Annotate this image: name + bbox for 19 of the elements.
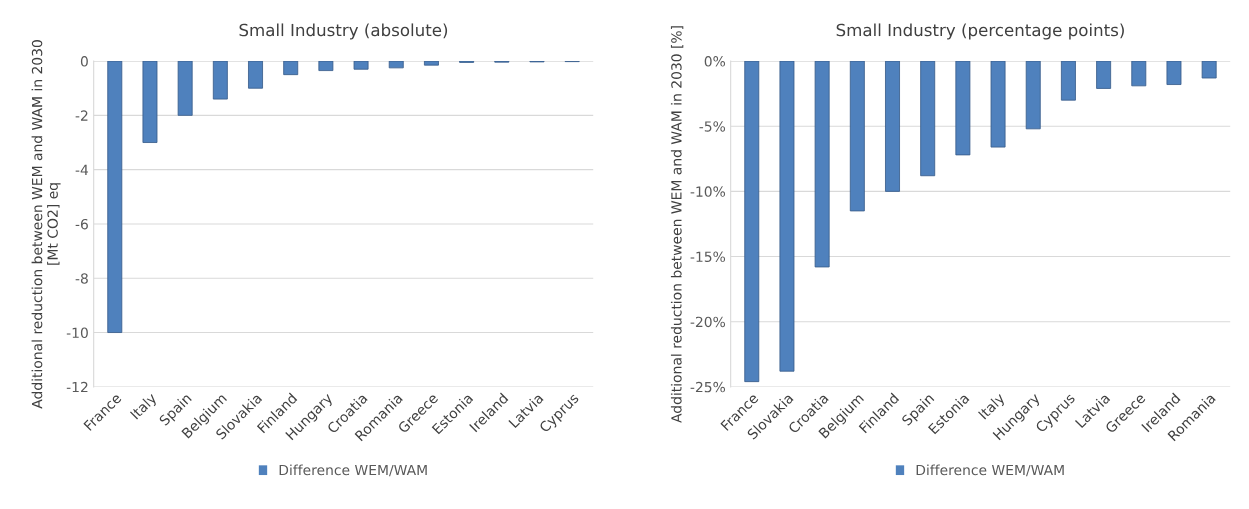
- y-tick-label: -12: [66, 381, 88, 393]
- legend-label: Difference WEM/WAM: [916, 464, 1064, 477]
- y-axis-title: Additional reduction between WEM and WAM in 2030 [Mt CO2] eq: [31, 40, 61, 409]
- y-tick-label: -8: [75, 273, 88, 284]
- y-tick-label: -2: [75, 110, 88, 121]
- y-axis-title: Additional reduction between WEM and WAM in 2030 [%]: [670, 26, 684, 423]
- y-tick-label: 0%: [704, 56, 726, 67]
- y-tick-label: 0: [80, 56, 88, 67]
- y-tick-label: -10: [66, 327, 88, 339]
- legend-label: Difference WEM/WAM: [279, 464, 427, 477]
- y-tick-label: -5%: [699, 121, 726, 132]
- y-tick-label: -6: [75, 218, 88, 230]
- y-tick-label: -20%: [690, 316, 726, 328]
- y-tick-label: -4: [75, 164, 89, 175]
- y-tick-label: -10%: [690, 186, 726, 197]
- chart-title: Small Industry (absolute): [239, 23, 448, 40]
- chart-title: Small Industry (percentage points): [836, 23, 1124, 40]
- y-tick-label: -25%: [690, 381, 726, 393]
- y-tick-label: -15%: [690, 251, 726, 263]
